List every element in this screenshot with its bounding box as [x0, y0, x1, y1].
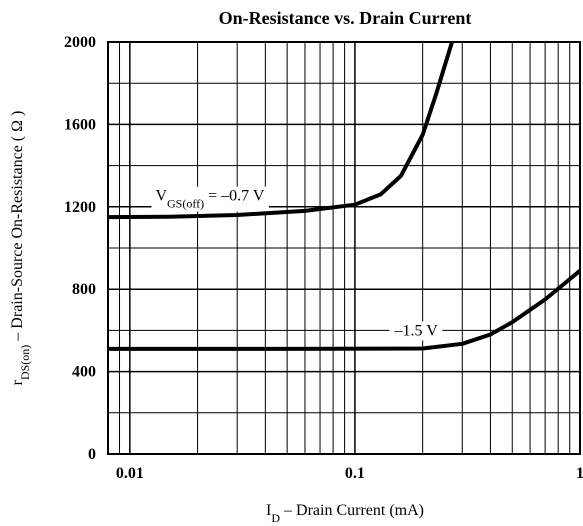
label-part: = –0.7 V [204, 188, 265, 205]
y-tick-label: 2000 [64, 34, 96, 51]
label-part: GS(off) [167, 197, 204, 211]
y-tick-label: 400 [72, 364, 96, 381]
y-tick-label: 0 [88, 446, 96, 463]
label-part: –1.5 V [394, 323, 439, 340]
annotation-bg [389, 321, 443, 341]
label-part: DS(on) [18, 345, 32, 380]
y-tick-label: 1600 [64, 116, 96, 133]
plot-frame [107, 41, 581, 455]
chart-title: On-Resistance vs. Drain Current [219, 8, 472, 28]
label-part: V [155, 188, 167, 205]
y-axis-label: rDS(on) – Drain-Source On-Resistance ( Ω… [9, 111, 32, 386]
y-tick-label: 800 [72, 281, 96, 298]
x-tick-label: 0.01 [116, 465, 144, 482]
y-tick-label: 1200 [64, 199, 96, 216]
annotation: VGS(off) = –0.7 V [155, 188, 264, 211]
label-part: I [266, 502, 271, 519]
series-line [107, 41, 454, 220]
x-tick-label: 0.1 [345, 465, 365, 482]
label-part: – Drain-Source On-Resistance ( Ω ) [9, 111, 26, 345]
x-axis-label: ID – Drain Current (mA) [266, 502, 424, 525]
label-part: D [271, 511, 280, 525]
annotation-bg [151, 186, 269, 212]
series-line [108, 269, 582, 351]
label-part: r [9, 379, 26, 385]
label-part: – Drain Current (mA) [280, 502, 424, 519]
annotation: –1.5 V [394, 323, 439, 340]
x-tick-label: 1 [576, 465, 583, 482]
